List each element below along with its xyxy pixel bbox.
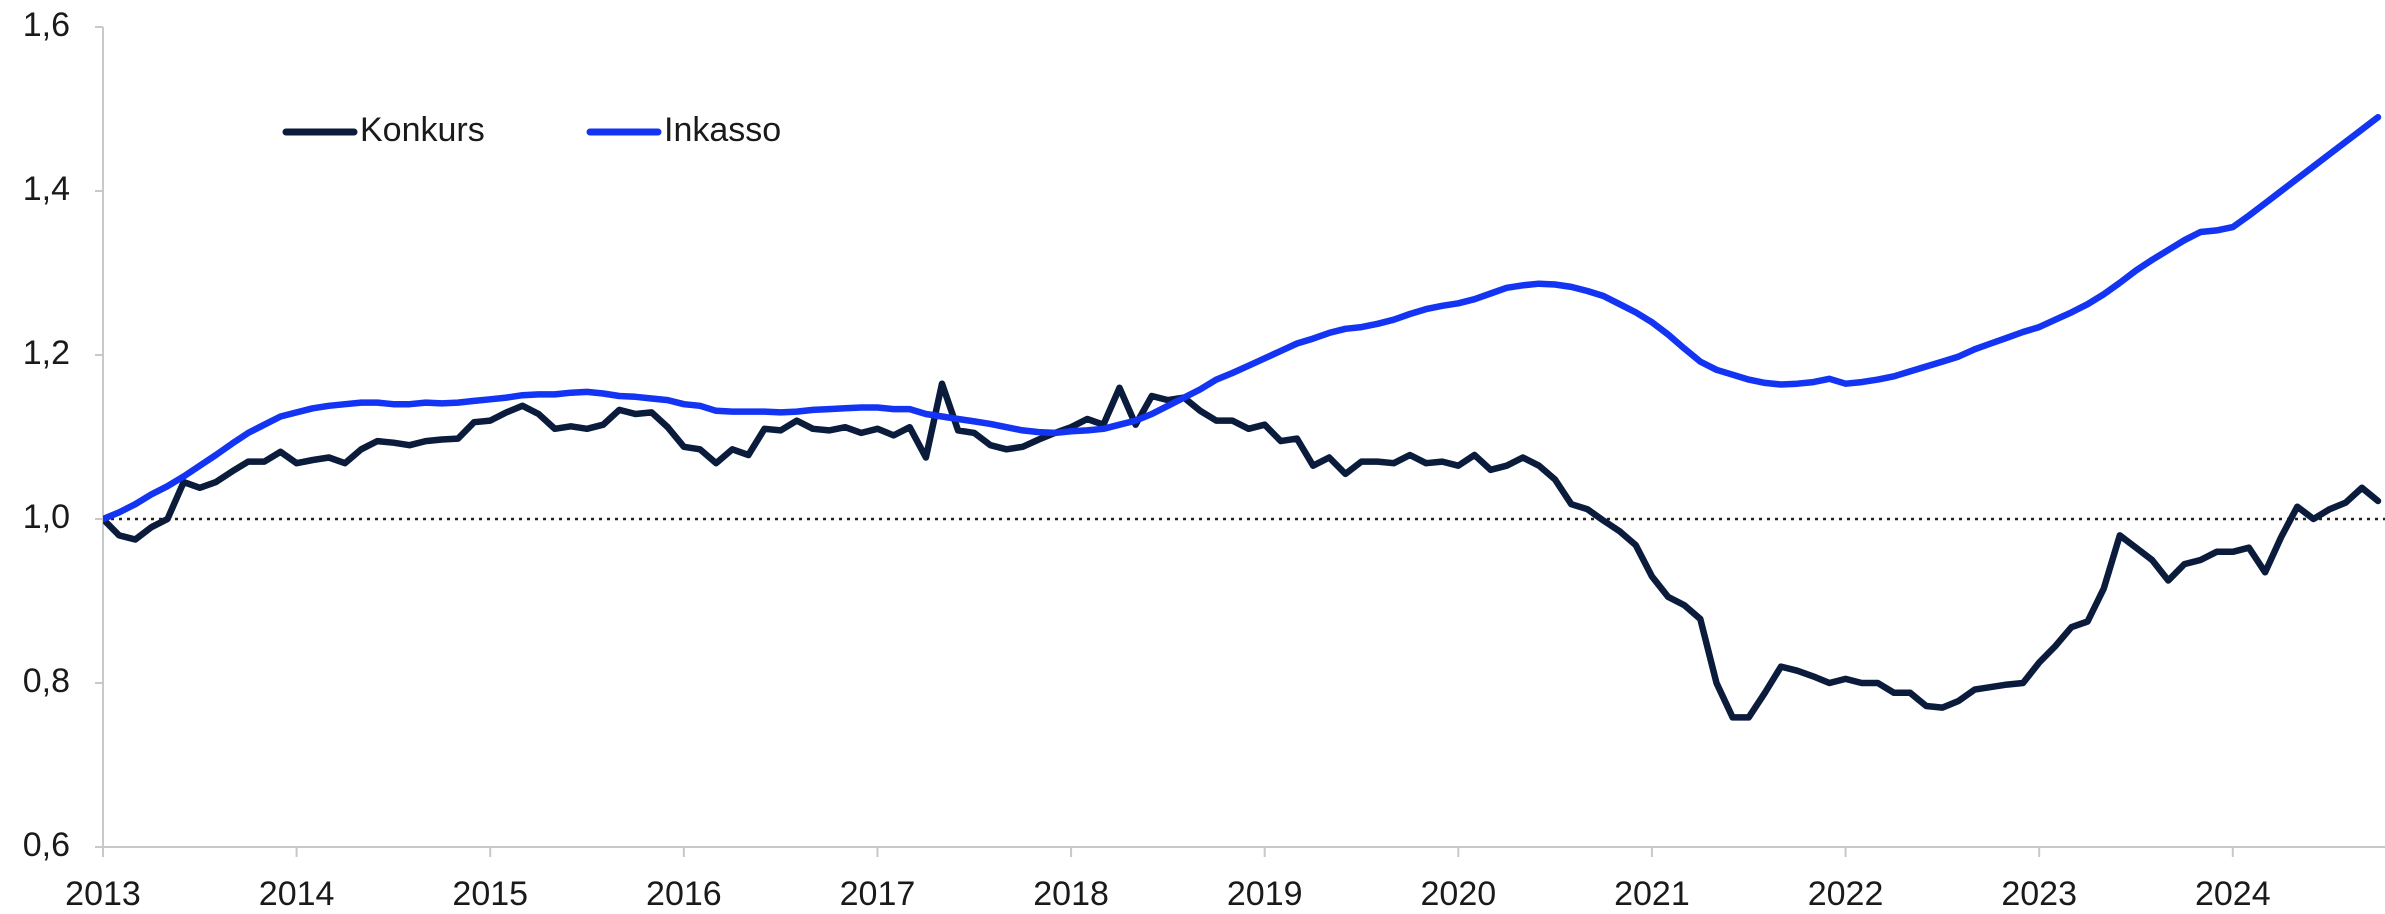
x-tick-label: 2013 bbox=[65, 875, 141, 913]
x-tick-label: 2022 bbox=[1808, 875, 1884, 913]
x-tick-label: 2019 bbox=[1227, 875, 1303, 913]
x-tick-label: 2024 bbox=[2195, 875, 2271, 913]
y-tick-label: 0,6 bbox=[23, 826, 70, 864]
x-tick-label: 2014 bbox=[259, 875, 335, 913]
legend-label: Konkurs bbox=[360, 111, 485, 149]
x-tick-label: 2017 bbox=[840, 875, 916, 913]
y-tick-label: 1,0 bbox=[23, 498, 70, 536]
y-tick-label: 0,8 bbox=[23, 662, 70, 700]
legend-label: Inkasso bbox=[664, 111, 781, 149]
line-inkasso bbox=[103, 113, 2382, 523]
y-tick-label: 1,4 bbox=[23, 170, 70, 208]
line-konkurs bbox=[103, 380, 2382, 721]
x-tick-label: 2015 bbox=[452, 875, 528, 913]
plot-area bbox=[103, 113, 2382, 721]
x-tick-label: 2020 bbox=[1421, 875, 1497, 913]
x-tick-label: 2016 bbox=[646, 875, 722, 913]
x-tick-label: 2021 bbox=[1614, 875, 1690, 913]
y-tick-label: 1,2 bbox=[23, 334, 70, 372]
x-tick-label: 2018 bbox=[1033, 875, 1109, 913]
y-tick-label: 1,6 bbox=[23, 6, 70, 44]
x-tick-label: 2023 bbox=[2001, 875, 2077, 913]
